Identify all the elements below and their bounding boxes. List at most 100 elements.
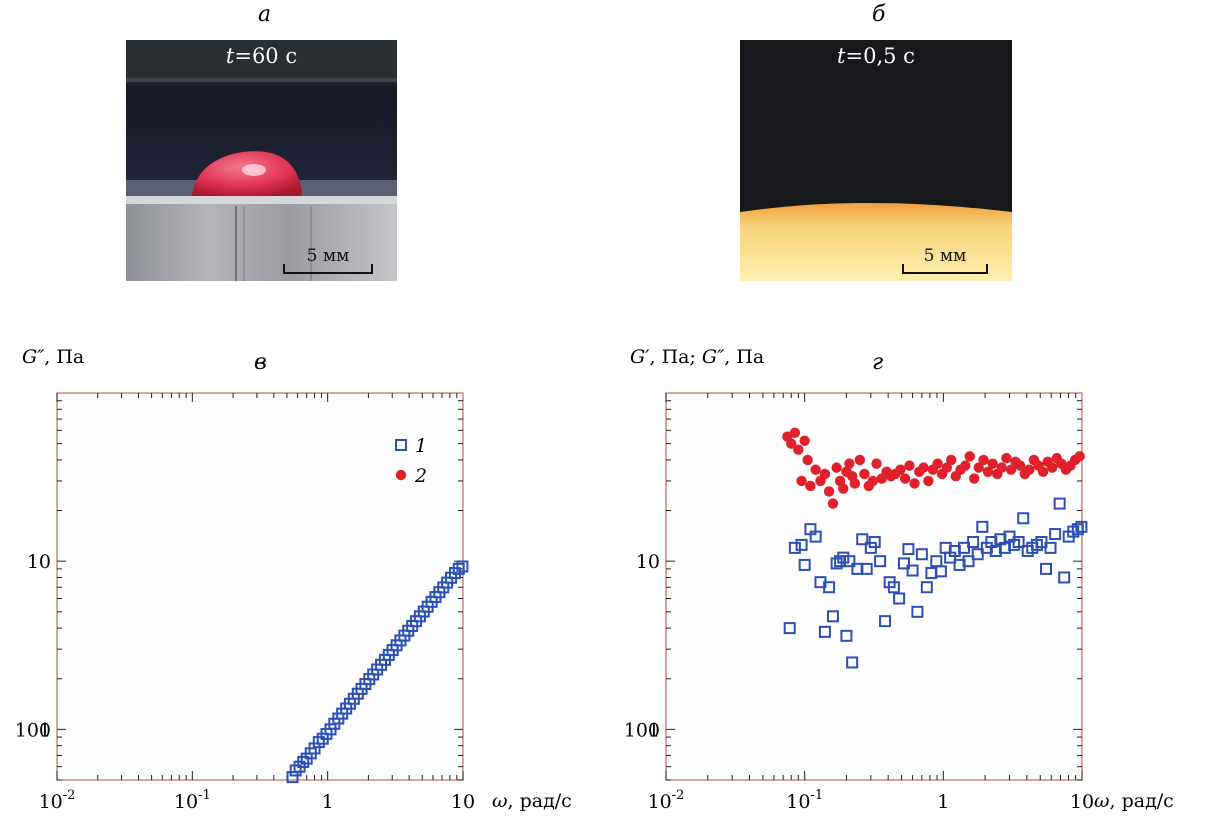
data-point-series-1 [941,462,953,473]
data-point-series-1 [969,473,980,484]
data-point-series-2 [826,610,839,623]
data-point-series-1 [923,475,934,487]
x-tick-label: 10-1 [174,788,211,813]
data-point-series-2 [906,564,919,577]
data-point-series-2 [1071,523,1084,536]
scale-bar-a: 5 мм [283,246,373,274]
data-point-series-1 [819,468,831,480]
data-point-series-1 [978,454,989,466]
scale-label-a: 5 мм [306,246,350,266]
chart-g: 10-2 10-1 1 10 1 10 100 [624,392,1094,813]
plot-frame [56,392,464,781]
chart-v-ylabel: G″, Па [22,346,85,368]
data-point-series-1 [964,451,975,462]
data-point-series-2 [897,557,910,570]
data-point-series-2 [953,558,966,571]
data-point-series-1 [456,560,469,573]
data-point-series-1 [918,462,929,473]
data-point-series-1 [996,462,1007,473]
data-point-series-2 [823,581,836,594]
x-tick-label: 1 [322,791,334,813]
data-point-series-1 [838,483,849,494]
data-point-series-2 [837,551,850,564]
data-point-series-1 [810,464,821,475]
data-point-series-2 [962,555,975,568]
panel-label-a: а [258,2,272,27]
data-point-series-1 [789,427,801,438]
x-tick-label: 1 [937,791,949,813]
data-point-series-1 [1005,464,1017,475]
legend-marker-2 [395,469,407,481]
data-point-series-1 [946,454,957,466]
data-point-series-2 [911,605,924,618]
data-point-series-2 [856,533,869,546]
data-point-series-2 [868,536,881,549]
photo-b: t=0,5 с 5 мм [740,40,1012,281]
data-point-series-1 [982,466,994,477]
data-point-series-1 [871,458,882,469]
y-tick-label: 1 [648,719,660,741]
data-point-series-1 [827,498,839,509]
photo-b-time: t=0,5 с [837,44,915,68]
data-point-series-2 [1017,512,1030,525]
data-point-series-1 [1014,460,1026,471]
data-point-series-1 [312,736,325,749]
data-point-series-1 [297,755,310,768]
data-point-series-2 [893,592,906,605]
data-point-series-2 [818,625,831,638]
droplet-photo-a [126,40,397,281]
data-point-series-1 [909,478,920,489]
data-point-series-1 [844,458,855,469]
data-point-series-2 [840,629,853,642]
photo-a: t=60 с 5 мм [126,40,397,281]
data-point-series-2 [1053,497,1066,510]
data-point-series-2 [1012,536,1025,549]
data-point-series-2 [1075,520,1088,533]
data-point-series-1 [849,478,861,489]
data-point-series-2 [976,520,989,533]
data-point-series-1 [793,444,804,455]
data-point-series-1 [1047,462,1058,473]
y-tick-label: 10 [27,551,51,573]
data-point-series-1 [823,486,835,497]
panel-label-b: б [872,2,886,27]
data-point-series-2 [1039,562,1052,575]
legend-label-1: 1 [415,435,427,457]
data-point-series-1 [867,475,879,487]
legend-label-2: 2 [414,465,427,487]
chart-v-panel-label: в [254,350,267,375]
data-point-series-1 [805,480,816,492]
scale-bar-b: 5 мм [902,246,988,274]
data-point-series-2 [783,622,796,635]
plot-frame [665,392,1083,781]
data-point-series-1 [1074,451,1085,462]
x-tick-label: 10-2 [648,788,685,813]
data-point-series-2 [915,548,928,561]
data-point-series-2 [967,536,980,549]
photo-a-time: t=60 с [225,44,298,68]
data-point-series-1 [932,458,943,469]
data-point-series-1 [895,464,906,475]
data-point-series-1 [452,562,465,575]
chart-g-ylabel: G′, Па; G″, Па [630,346,765,368]
data-point-series-1 [802,454,813,466]
data-point-series-2 [874,555,887,568]
data-point-series-1 [899,473,911,484]
data-point-series-1 [859,468,870,480]
scale-label-b: 5 мм [923,246,967,266]
chart-g-xlabel: ω, рад/с [1094,790,1174,812]
legend-marker-1 [395,439,407,451]
droplet-photo-b [740,40,1012,281]
data-point-series-1 [289,764,302,777]
data-point-series-2 [860,562,873,575]
data-point-series-2 [934,565,947,578]
data-point-series-1 [904,460,915,471]
data-point-series-2 [1049,528,1062,541]
data-point-series-2 [902,543,915,556]
chart-g-panel-label: г [872,350,884,375]
data-point-series-1 [796,475,807,487]
x-tick-label: 10 [451,791,475,813]
data-point-series-2 [1044,541,1057,554]
data-point-series-1 [786,438,797,449]
data-point-series-1 [1037,466,1049,477]
